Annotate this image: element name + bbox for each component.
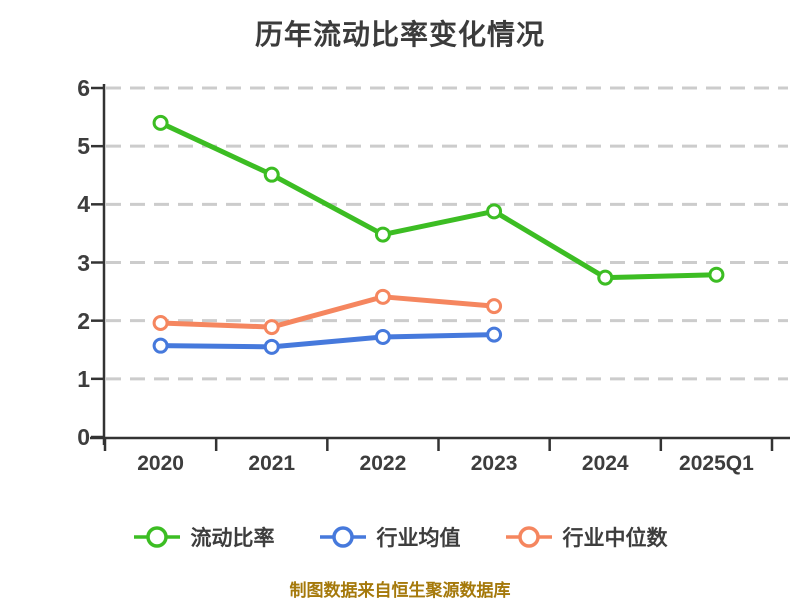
x-axis-tick-label: 2024 [581,452,629,475]
x-axis-tick-label: 2020 [137,452,184,475]
y-axis-tick-label: 4 [77,191,90,218]
y-axis-tick-label: 6 [77,75,90,101]
chart-title: 历年流动比率变化情况 [254,19,545,50]
data-point-marker [374,226,391,243]
series-line [158,120,719,281]
legend-marker-icon [133,526,180,548]
data-source-note: 制图数据来自恒生聚源数据库 [289,581,511,600]
data-point-marker [263,166,280,183]
legend-item: 行业中位数 [505,522,668,552]
y-axis-tick-label: 5 [77,133,90,160]
data-point-marker [374,328,391,345]
legend-item: 行业均值 [319,522,461,552]
data-point-marker [152,314,169,331]
data-point-marker [708,266,725,283]
series-line [158,294,497,330]
legend-label: 行业均值 [376,527,461,550]
legend-item: 流动比率 [133,522,275,552]
series-line [158,332,497,350]
data-point-marker [152,337,169,354]
data-point-marker [486,203,503,220]
data-point-marker [374,288,391,305]
legend-label: 行业中位数 [562,527,668,550]
data-point-marker [152,114,169,131]
x-axis-tick-label: 2023 [470,452,518,475]
legend-label: 流动比率 [190,527,275,550]
data-point-marker [486,326,503,343]
x-axis-tick-label: 2022 [359,452,407,475]
x-axis-tick-label: 2025Q1 [679,452,754,475]
legend-marker-icon [505,526,552,548]
data-point-marker [263,338,280,355]
y-axis-tick-label: 2 [77,307,90,334]
data-point-marker [263,319,280,336]
y-axis-tick-label: 3 [77,249,90,276]
data-point-marker [486,298,503,315]
legend-marker-icon [319,526,366,548]
y-axis-tick-label: 1 [77,365,90,392]
data-point-marker [597,269,614,286]
y-axis-tick-label: 0 [77,424,90,450]
chart-legend: 流动比率 行业均值 行业中位数 [0,521,800,553]
x-axis-tick-label: 2021 [248,452,296,475]
